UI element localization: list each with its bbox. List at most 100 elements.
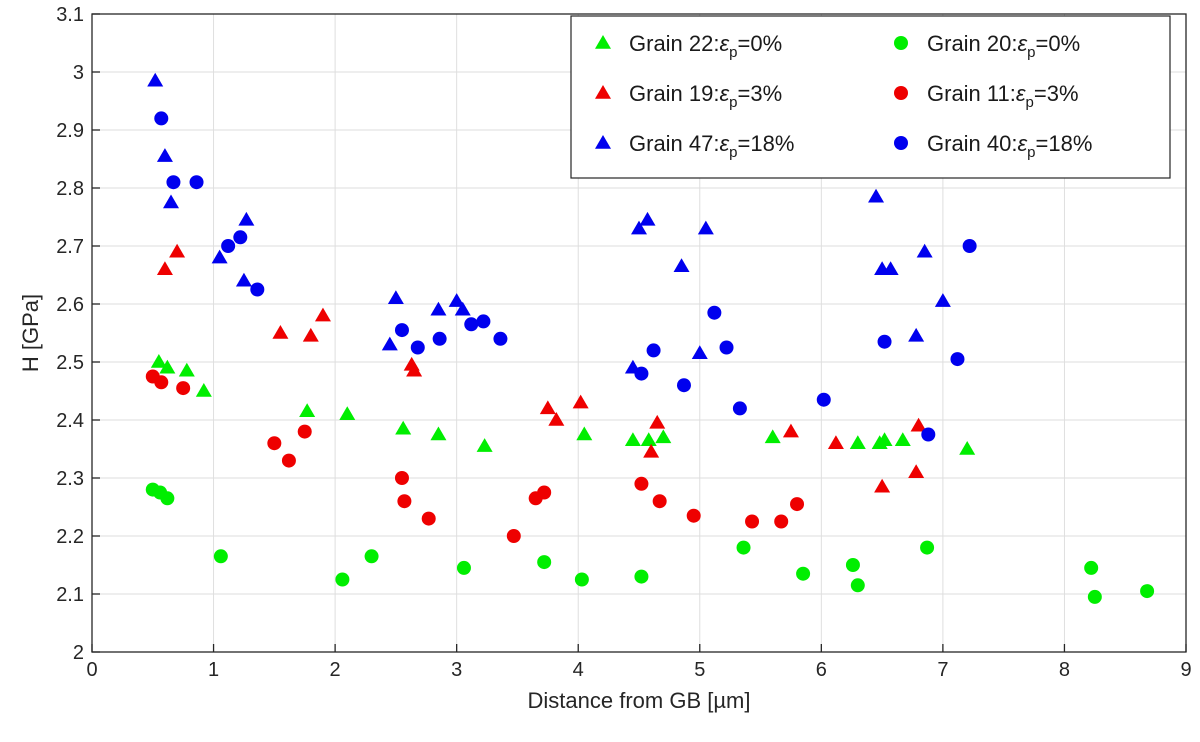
triangle-point	[631, 220, 647, 235]
legend-label-subscript: p	[1027, 44, 1035, 61]
circle-point	[189, 175, 204, 190]
triangle-point	[649, 414, 666, 429]
y-tick-label: 3	[73, 62, 84, 84]
y-tick-label: 2.4	[56, 410, 84, 432]
x-tick-label: 9	[1180, 659, 1191, 681]
triangle-point	[908, 464, 925, 478]
x-axis-title: Distance from GB [µm]	[528, 688, 751, 713]
triangle-point	[827, 435, 844, 449]
legend-entry-label: Grain 20:εp=0%	[927, 31, 1080, 61]
circle-point	[745, 514, 760, 529]
circle-point	[421, 511, 436, 526]
legend-label-suffix: =3%	[1034, 81, 1079, 106]
legend-label-suffix: =3%	[738, 81, 783, 106]
triangle-point	[454, 301, 471, 316]
triangle-point	[272, 325, 289, 339]
circle-point	[921, 427, 936, 442]
circle-point	[154, 111, 169, 126]
triangle-point	[395, 420, 412, 435]
triangle-point	[156, 148, 173, 162]
triangle-point	[163, 194, 180, 209]
legend-label-subscript: p	[1026, 94, 1034, 111]
triangle-point	[916, 243, 933, 258]
circle-point	[506, 529, 521, 543]
x-tick-label: 0	[86, 659, 97, 681]
legend-label-symbol: ε	[1016, 81, 1026, 106]
triangle-point	[782, 423, 799, 438]
x-tick-label: 5	[694, 659, 705, 681]
legend-label-symbol: ε	[720, 31, 730, 56]
circle-point	[845, 558, 860, 572]
circle-point	[394, 471, 409, 485]
legend-entry-label: Grain 22:εp=0%	[629, 31, 782, 61]
circle-point	[634, 366, 649, 381]
circle-point	[707, 305, 722, 320]
legend-label-suffix: =18%	[1036, 131, 1093, 156]
legend-label-symbol: ε	[720, 131, 730, 156]
circle-point	[850, 578, 865, 593]
circle-point	[774, 514, 789, 529]
triangle-point	[894, 432, 911, 447]
circle-point	[154, 375, 169, 390]
triangle-point	[314, 307, 331, 322]
triangle-point	[882, 261, 899, 275]
triangle-point	[697, 220, 714, 235]
data-markers	[145, 72, 1155, 604]
triangle-point	[548, 412, 565, 426]
triangle-point	[624, 432, 641, 447]
circle-point	[364, 549, 379, 564]
plot-frame	[91, 13, 1187, 653]
circle-point	[877, 334, 892, 349]
circle-point	[464, 317, 479, 332]
legend-marker	[595, 135, 611, 149]
triangle-point	[159, 359, 176, 374]
circle-point	[686, 508, 701, 523]
triangle-point	[339, 406, 356, 420]
circle-point	[634, 569, 649, 584]
legend-box	[570, 15, 1171, 179]
triangle-point	[156, 261, 173, 275]
triangle-point	[959, 441, 976, 455]
triangle-point	[476, 438, 493, 452]
triangle-point	[147, 72, 164, 87]
circle-point	[297, 424, 312, 439]
circle-point	[962, 239, 977, 253]
legend-label-subscript: p	[729, 44, 737, 61]
legend-marker	[894, 136, 908, 150]
y-tick-label: 3.1	[56, 4, 84, 26]
circle-point	[920, 540, 935, 555]
triangle-point	[643, 443, 660, 458]
triangle-point	[238, 211, 255, 226]
circle-point	[816, 392, 831, 407]
y-tick-label: 2.5	[56, 352, 84, 374]
triangle-point	[448, 293, 465, 307]
legend-label-subscript: p	[1027, 144, 1035, 161]
legend-label-prefix: Grain 40:	[927, 131, 1018, 156]
triangle-point	[908, 327, 925, 342]
y-tick-label: 2.6	[56, 294, 84, 316]
legend-marker	[595, 85, 611, 99]
circle-point	[574, 572, 589, 587]
y-tick-label: 2.3	[56, 468, 84, 490]
circle-point	[790, 497, 805, 512]
x-axis-ticks: 0 1 2 3 4 5 6 7 8 9	[86, 644, 1192, 681]
legend-label-prefix: Grain 11:	[927, 81, 1016, 106]
y-tick-label: 2	[73, 642, 84, 664]
circle-point	[267, 436, 282, 451]
triangle-point	[430, 426, 447, 441]
x-tick-label: 2	[330, 659, 341, 681]
triangle-point	[910, 417, 927, 432]
triangle-point	[195, 383, 212, 397]
legend-marker	[894, 86, 908, 100]
triangle-point	[387, 290, 404, 304]
circle-point	[676, 378, 691, 393]
circle-point	[335, 572, 350, 587]
circle-point	[634, 476, 649, 491]
circle-point	[1087, 589, 1102, 604]
circle-point	[221, 239, 236, 253]
triangle-point	[673, 258, 690, 273]
triangle-point	[639, 211, 656, 226]
legend: Grain 22:εp=0%Grain 19:εp=3%Grain 47:εp=…	[570, 15, 1171, 179]
y-tick-label: 2.7	[56, 236, 84, 258]
